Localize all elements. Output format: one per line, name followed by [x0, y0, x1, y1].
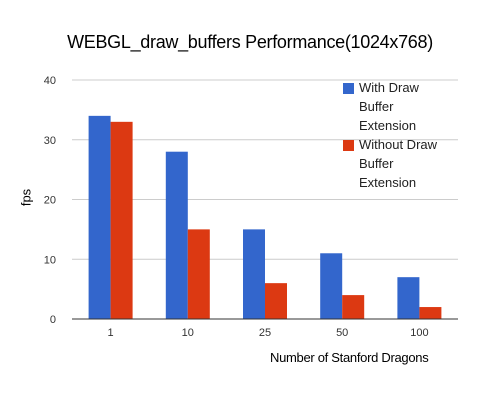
bar — [243, 229, 265, 319]
bar — [88, 115, 111, 319]
bar — [187, 229, 210, 319]
y-tick-label: 10 — [44, 254, 56, 266]
y-tick-label: 40 — [44, 75, 56, 87]
y-tick-label: 0 — [50, 314, 56, 326]
bar — [110, 121, 133, 319]
x-axis-label: Number of Stanford Dragons — [270, 350, 429, 365]
bar — [165, 151, 188, 319]
x-tick-label: 1 — [108, 327, 114, 339]
x-tick-label: 25 — [259, 327, 271, 339]
x-tick-label: 10 — [182, 327, 194, 339]
x-tick-label: 100 — [410, 327, 428, 339]
bar — [397, 277, 420, 319]
y-tick-label: 30 — [44, 135, 56, 147]
legend-label: Extension — [359, 118, 416, 133]
legend-label: Extension — [359, 175, 416, 190]
bar — [419, 307, 442, 319]
bar — [265, 283, 287, 319]
x-tick-label: 50 — [336, 327, 348, 339]
legend-swatch — [343, 140, 354, 151]
legend-label: Buffer — [359, 99, 394, 114]
chart-title: WEBGL_draw_buffers Performance(1024x768) — [67, 32, 433, 52]
y-tick-label: 20 — [44, 195, 56, 207]
legend-label: Without Draw — [359, 137, 438, 152]
bar — [342, 295, 365, 319]
bar — [320, 253, 343, 319]
legend-swatch — [343, 83, 354, 94]
legend-label: With Draw — [359, 80, 420, 95]
legend-label: Buffer — [359, 156, 394, 171]
